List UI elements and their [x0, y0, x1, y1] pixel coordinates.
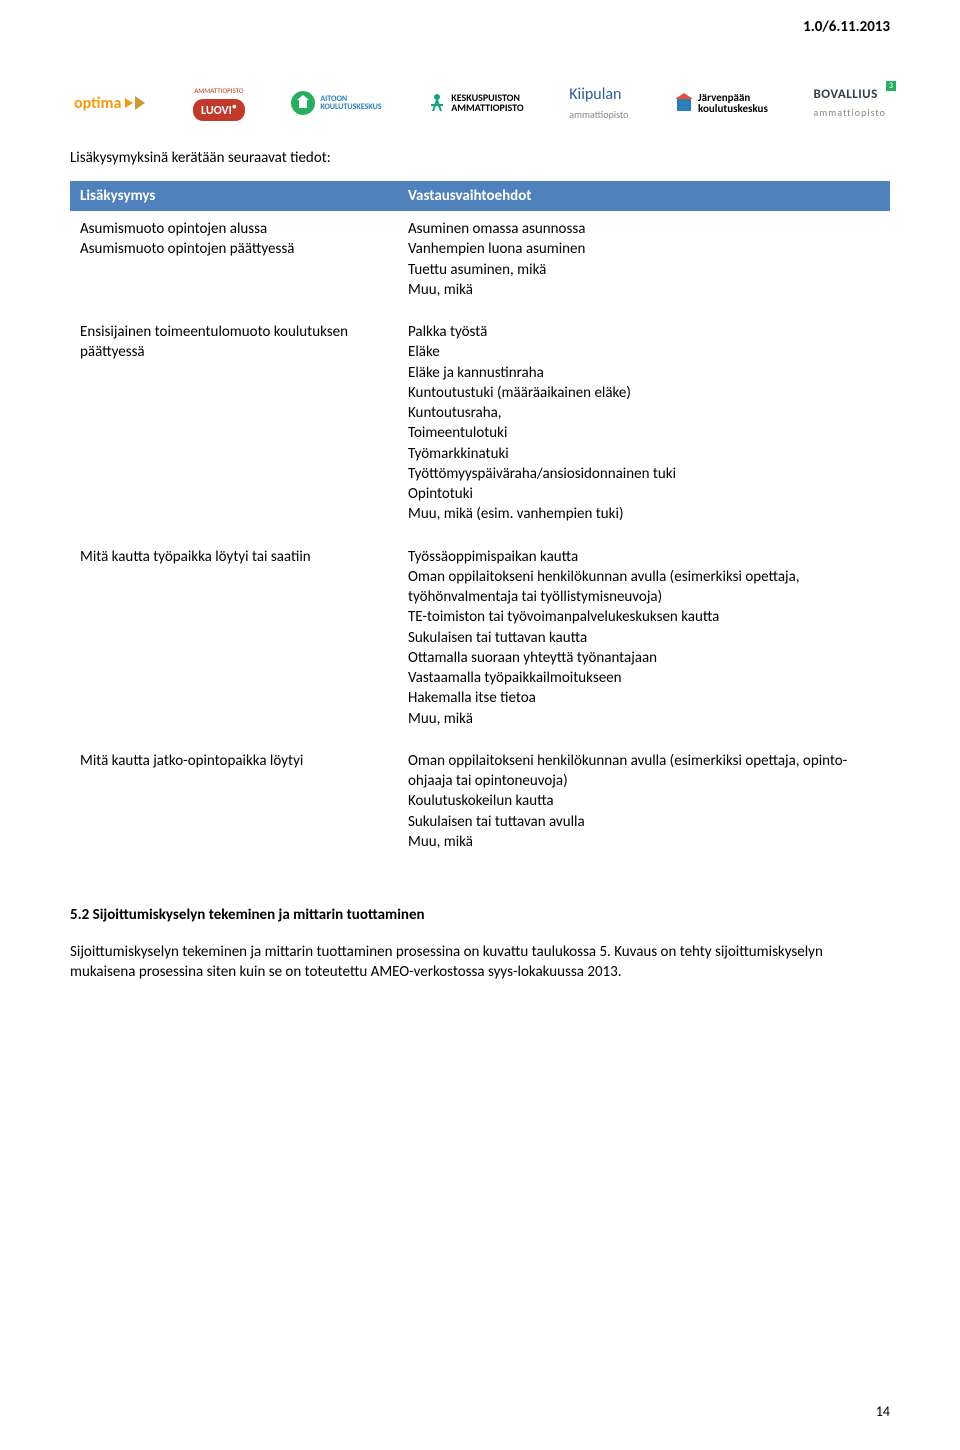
- logo-row: optima AMMATTIOPISTO LUOVI● AITOON KOULU…: [70, 85, 890, 121]
- logo-aitoon: AITOON KOULUTUSKESKUS: [290, 90, 381, 116]
- logo-optima: optima: [74, 94, 147, 113]
- cell-right: Asuminen omassa asunnossaVanhempien luon…: [398, 211, 890, 314]
- kiipulan-top: Kiipulan: [569, 85, 621, 104]
- cell-right: Palkka työstäEläkeEläke ja kannustinraha…: [398, 314, 890, 539]
- version-label: 1.0/6.11.2013: [803, 18, 890, 36]
- page-number: 14: [876, 1403, 890, 1420]
- table-row: Mitä kautta työpaikka löytyi tai saatiin…: [70, 539, 890, 743]
- section-heading: 5.2 Sijoittumiskyselyn tekeminen ja mitt…: [70, 906, 890, 924]
- logo-jarvenpaan: Järvenpään koulutuskeskus: [674, 91, 768, 115]
- logo-kiipulan: Kiipulan ammattiopisto: [569, 85, 628, 121]
- bovallius-badge-icon: 3: [886, 81, 896, 91]
- optima-icon: [125, 94, 147, 112]
- table-row: Asumismuoto opintojen alussaAsumismuoto …: [70, 211, 890, 314]
- table-row: Ensisijainen toimeentulomuoto koulutukse…: [70, 314, 890, 539]
- body-paragraph: Sijoittumiskyselyn tekeminen ja mittarin…: [70, 942, 890, 983]
- logo-luovi: AMMATTIOPISTO LUOVI●: [193, 86, 245, 121]
- header-right: Vastausvaihtoehdot: [398, 181, 890, 211]
- keskus-icon: [427, 91, 447, 115]
- questions-table: Lisäkysymys Vastausvaihtoehdot Asumismuo…: [70, 181, 890, 866]
- page-container: optima AMMATTIOPISTO LUOVI● AITOON KOULU…: [0, 0, 960, 1023]
- bovallius-bottom: ammattiopisto: [813, 106, 885, 119]
- luovi-badge: LUOVI●: [193, 99, 245, 121]
- optima-text: optima: [74, 94, 121, 113]
- cell-left: Asumismuoto opintojen alussaAsumismuoto …: [70, 211, 398, 314]
- intro-text: Lisäkysymyksinä kerätään seuraavat tiedo…: [70, 149, 890, 167]
- logo-keskuspuiston: KESKUSPUISTON AMMATTIOPISTO: [427, 91, 523, 115]
- luovi-top: AMMATTIOPISTO: [194, 86, 243, 95]
- bovallius-top: BOVALLIUS: [813, 87, 877, 102]
- cell-right: Oman oppilaitokseni henkilökunnan avulla…: [398, 743, 890, 866]
- table-row: Mitä kautta jatko-opintopaikka löytyi Om…: [70, 743, 890, 866]
- aitoon-bottom: KOULUTUSKESKUS: [320, 103, 381, 111]
- kiipulan-bottom: ammattiopisto: [569, 108, 628, 121]
- cell-right: Työssäoppimispaikan kauttaOman oppilaito…: [398, 539, 890, 743]
- cell-left: Mitä kautta työpaikka löytyi tai saatiin: [70, 539, 398, 743]
- header-left: Lisäkysymys: [70, 181, 398, 211]
- jarven-icon: [674, 91, 694, 115]
- keskus-bottom: AMMATTIOPISTO: [451, 103, 523, 113]
- logo-bovallius: BOVALLIUS ammattiopisto 3: [813, 87, 885, 119]
- aitoon-icon: [290, 90, 316, 116]
- table-header-row: Lisäkysymys Vastausvaihtoehdot: [70, 181, 890, 211]
- jarven-bottom: koulutuskeskus: [698, 103, 768, 114]
- cell-left: Ensisijainen toimeentulomuoto koulutukse…: [70, 314, 398, 539]
- cell-left: Mitä kautta jatko-opintopaikka löytyi: [70, 743, 398, 866]
